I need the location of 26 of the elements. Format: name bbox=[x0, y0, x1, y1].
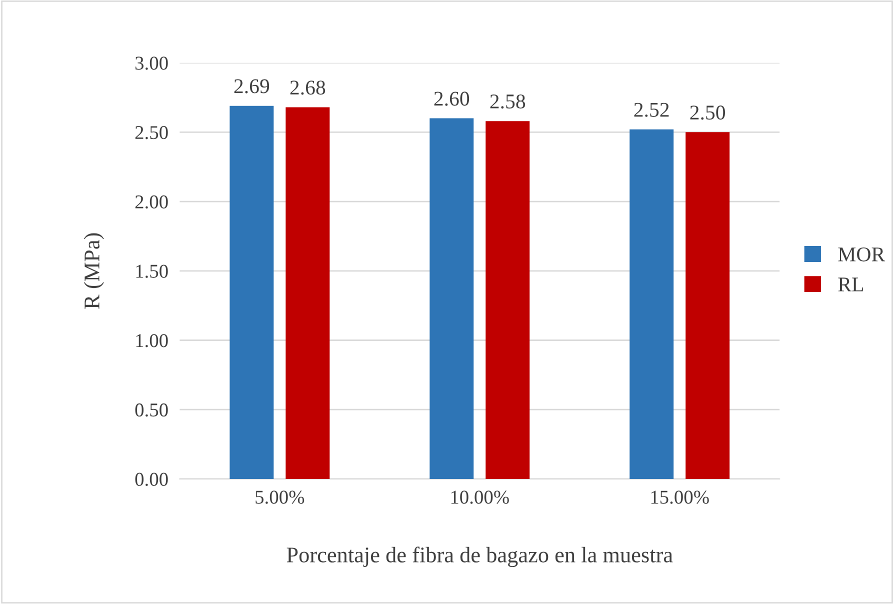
bar bbox=[630, 129, 674, 479]
data-label: 2.50 bbox=[690, 106, 726, 120]
data-label: 2.52 bbox=[634, 102, 669, 117]
y-tick-label: 0.50 bbox=[135, 403, 168, 417]
y-tick-label: 2.50 bbox=[135, 126, 168, 140]
bar bbox=[430, 118, 474, 479]
y-tick-label: 0.00 bbox=[135, 472, 168, 486]
y-tick-label: 1.00 bbox=[136, 334, 168, 348]
y-tick-label: 2.00 bbox=[135, 195, 168, 209]
data-label: 2.68 bbox=[290, 80, 326, 95]
data-label: 2.60 bbox=[434, 92, 470, 106]
data-label: 2.69 bbox=[234, 79, 270, 94]
bar bbox=[230, 106, 274, 479]
y-tick-label: 3.00 bbox=[135, 56, 168, 70]
data-label: 2.58 bbox=[490, 94, 526, 109]
y-axis-title: R (MPa) bbox=[84, 233, 104, 309]
y-tick-label: 1.50 bbox=[136, 264, 168, 278]
legend-label: RL bbox=[838, 278, 864, 292]
bar bbox=[686, 132, 730, 479]
x-tick-label: 5.00% bbox=[256, 490, 304, 504]
legend-label: MOR bbox=[838, 247, 886, 262]
x-tick-label: 10.00% bbox=[451, 490, 509, 504]
x-axis-title: Porcentaje de fibra de bagazo en la muestra bbox=[286, 546, 673, 568]
bar bbox=[486, 121, 530, 479]
x-tick-label: 15.00% bbox=[651, 490, 709, 504]
bar bbox=[286, 107, 330, 479]
